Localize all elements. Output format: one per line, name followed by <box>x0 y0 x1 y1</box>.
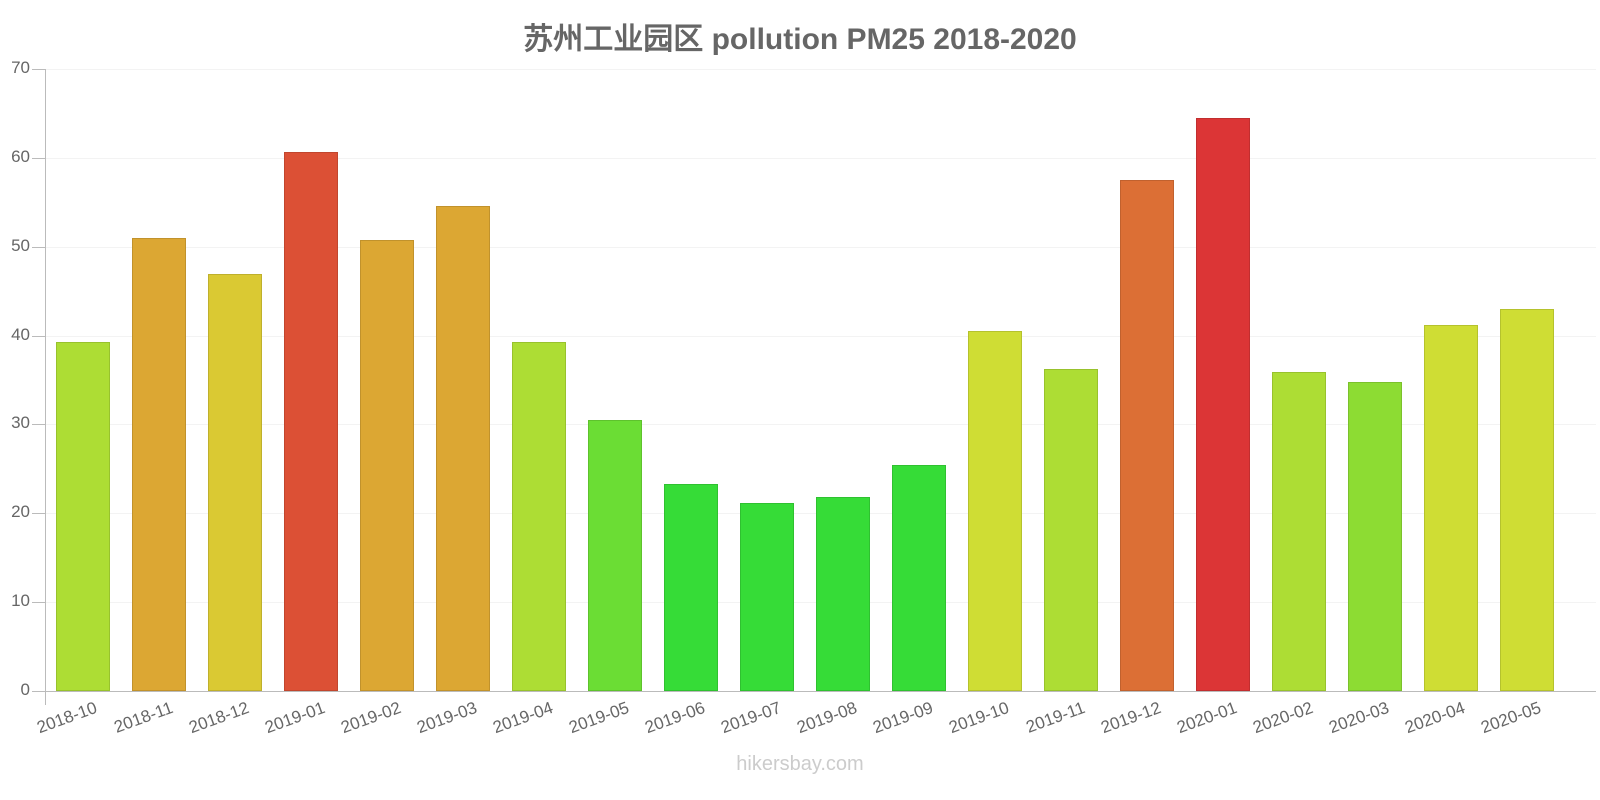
bar-2019-12[interactable] <box>1120 180 1174 691</box>
bar-2019-07[interactable] <box>740 502 794 691</box>
bar-2020-04[interactable] <box>1424 324 1478 691</box>
y-tick-label: 50 <box>11 235 30 255</box>
x-tick-label: 2020-04 <box>1402 698 1468 738</box>
x-tick-label: 2019-03 <box>414 698 480 738</box>
bar-2019-06[interactable] <box>664 483 718 691</box>
gridline <box>46 246 1596 248</box>
y-tick-label: 20 <box>11 502 30 522</box>
bar-2019-08[interactable] <box>816 497 870 691</box>
bar-2020-03[interactable] <box>1348 381 1402 691</box>
y-tick-mark <box>32 246 45 248</box>
x-tick-label: 2019-07 <box>718 698 784 738</box>
x-tick-label: 2019-06 <box>642 698 708 738</box>
x-tick-label: 2019-05 <box>566 698 632 738</box>
bar-2020-05[interactable] <box>1500 308 1554 691</box>
bar-2019-04[interactable] <box>512 341 566 691</box>
x-tick-label: 2019-01 <box>262 698 328 738</box>
bar-2018-12[interactable] <box>208 274 262 691</box>
y-tick-label: 60 <box>11 146 30 166</box>
y-tick-mark <box>32 424 45 426</box>
watermark: hikersbay.com <box>736 753 864 775</box>
bar-2019-10[interactable] <box>968 331 1022 691</box>
x-tick-label: 2018-11 <box>111 698 176 737</box>
bar-2019-02[interactable] <box>360 239 414 691</box>
y-tick-mark <box>32 335 45 337</box>
y-tick-mark <box>32 69 45 70</box>
bar-2018-11[interactable] <box>132 237 186 691</box>
bar-2020-02[interactable] <box>1272 372 1326 691</box>
y-tick-label: 0 <box>20 680 30 699</box>
bar-2019-11[interactable] <box>1044 369 1098 691</box>
x-tick-label: 2019-09 <box>870 698 936 738</box>
x-tick-label: 2019-04 <box>490 698 556 738</box>
gridline <box>46 424 1596 426</box>
x-tick-label: 2020-03 <box>1326 698 1392 738</box>
x-tick-label: 2020-05 <box>1478 698 1544 738</box>
y-tick-mark <box>32 602 45 604</box>
x-tick-label: 2020-02 <box>1250 698 1316 738</box>
x-tick-label: 2020-01 <box>1174 698 1240 738</box>
y-tick-mark <box>32 513 45 515</box>
gridline <box>46 69 1596 70</box>
y-tick-label: 30 <box>11 413 30 433</box>
bar-2019-03[interactable] <box>436 205 490 691</box>
chart-title: 苏州工业园区 pollution PM25 2018-2020 <box>523 23 1077 56</box>
y-tick-label: 70 <box>11 58 30 77</box>
x-tick-label: 2018-12 <box>186 698 252 738</box>
y-tick-label: 10 <box>11 591 30 611</box>
gridline <box>46 335 1596 337</box>
x-tick-label: 2019-12 <box>1098 698 1164 738</box>
y-tick-label: 40 <box>11 324 30 344</box>
x-tick-label: 2019-02 <box>338 698 404 738</box>
gridline <box>46 157 1596 159</box>
x-axis <box>32 691 1596 692</box>
bar-2019-05[interactable] <box>588 420 642 691</box>
bar-2018-10[interactable] <box>56 341 110 691</box>
y-axis <box>45 69 46 705</box>
bar-2020-01[interactable] <box>1196 117 1250 691</box>
y-tick-mark <box>32 157 45 159</box>
x-tick-label: 2018-10 <box>34 698 100 738</box>
plot-area <box>46 69 1596 691</box>
x-tick-label: 2019-11 <box>1023 698 1088 737</box>
x-tick-label: 2019-08 <box>794 698 860 738</box>
x-tick-label: 2019-10 <box>946 698 1012 738</box>
bar-2019-09[interactable] <box>892 465 946 691</box>
bar-2019-01[interactable] <box>284 151 338 691</box>
y-tick-mark <box>32 691 45 692</box>
